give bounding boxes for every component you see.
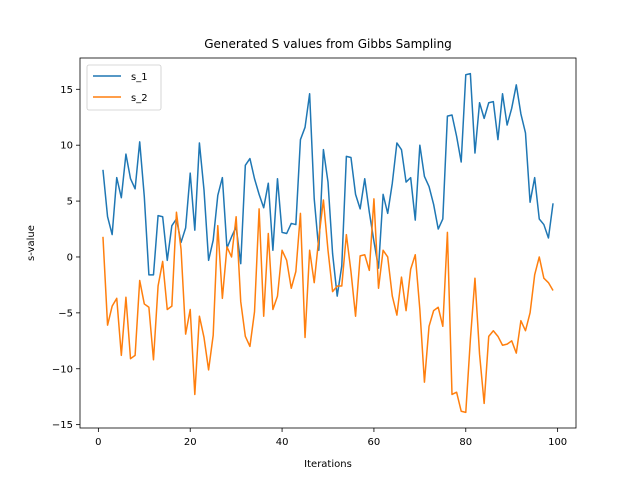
y-tick-label: −15 [52, 420, 73, 431]
y-tick-label: −5 [58, 308, 73, 319]
x-tick-label: 20 [184, 437, 197, 448]
y-axis-label: s-value [26, 225, 37, 261]
x-axis-label: Iterations [304, 459, 352, 470]
legend-box [86, 64, 162, 111]
x-tick-label: 0 [95, 437, 101, 448]
y-tick-label: −10 [52, 364, 73, 375]
y-tick-label: 5 [67, 197, 73, 208]
x-tick-label: 60 [368, 437, 381, 448]
x-axis: 0 20 40 60 80 100 [95, 428, 567, 448]
y-tick-label: 0 [67, 252, 73, 263]
legend: s_1 s_2 [86, 64, 162, 111]
legend-label-s2: s_2 [131, 93, 148, 104]
legend-label-s1: s_1 [131, 72, 148, 83]
x-tick-label: 100 [548, 437, 567, 448]
y-tick-label: 15 [60, 85, 73, 96]
x-tick-label: 80 [459, 437, 472, 448]
y-tick-label: 10 [60, 141, 73, 152]
y-axis: −15 −10 −5 0 5 10 15 [52, 85, 80, 431]
series-line-s2 [102, 198, 554, 414]
plot-lines [102, 72, 554, 414]
x-tick-label: 40 [276, 437, 289, 448]
chart-title: Generated S values from Gibbs Sampling [204, 37, 452, 51]
plot-frame [79, 57, 577, 429]
